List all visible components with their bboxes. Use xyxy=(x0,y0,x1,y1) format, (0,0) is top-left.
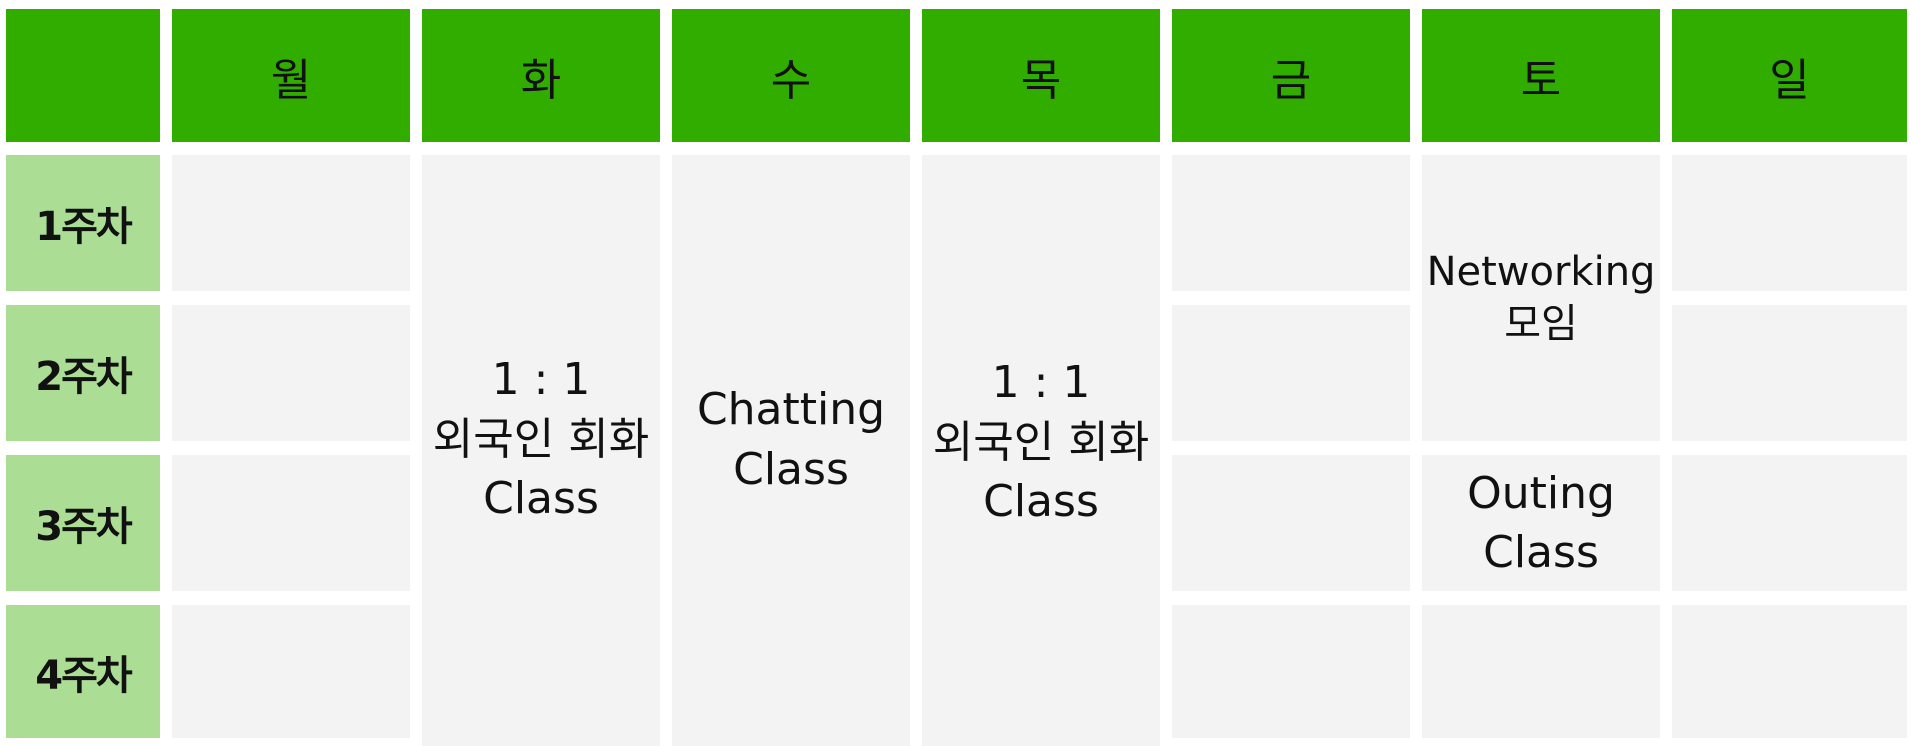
day-header-wed: 수 xyxy=(672,9,910,142)
day-header-sun: 일 xyxy=(1672,9,1907,142)
thu-event-cell: 1 : 1 외국인 회화 Class xyxy=(922,155,1160,746)
tue-event-cell: 1 : 1 외국인 회화 Class xyxy=(422,155,660,746)
sat-event-bottom-line1: Outing xyxy=(1467,467,1615,519)
mon-week4-cell xyxy=(172,605,410,738)
day-header-fri: 금 xyxy=(1172,9,1410,142)
sat-event-top-cell: Networking 모임 xyxy=(1422,155,1660,441)
sat-event-bottom-cell: Outing Class xyxy=(1422,455,1660,591)
sat-event-bottom-line2: Class xyxy=(1483,527,1599,578)
week-label-3: 3주차 xyxy=(6,455,160,591)
day-header-mon: 월 xyxy=(172,9,410,142)
thu-event-line1: 1 : 1 xyxy=(991,357,1091,409)
fri-week3-cell xyxy=(1172,455,1410,591)
sun-week4-cell xyxy=(1672,605,1907,738)
fri-week1-cell xyxy=(1172,155,1410,291)
sat-event-top-line1: Networking xyxy=(1426,249,1656,295)
mon-week1-cell xyxy=(172,155,410,291)
sat-week4-cell xyxy=(1422,605,1660,738)
mon-week2-cell xyxy=(172,305,410,441)
tue-event-line2: 외국인 회화 xyxy=(432,413,650,465)
day-header-tue: 화 xyxy=(422,9,660,142)
thu-event-line3: Class xyxy=(983,476,1099,528)
sun-week1-cell xyxy=(1672,155,1907,291)
wed-event-cell: Chatting Class xyxy=(672,155,910,746)
header-corner xyxy=(6,9,160,142)
day-header-sat: 토 xyxy=(1422,9,1660,142)
week-label-1: 1주차 xyxy=(6,155,160,291)
sun-week2-cell xyxy=(1672,305,1907,441)
day-header-thu: 목 xyxy=(922,9,1160,142)
sat-event-top-line2: 모임 xyxy=(1504,301,1578,347)
week-label-4: 4주차 xyxy=(6,605,160,738)
thu-event-line2: 외국인 회화 xyxy=(932,416,1150,468)
tue-event-line3: Class xyxy=(483,473,599,525)
fri-week4-cell xyxy=(1172,605,1410,738)
wed-event-line1: Chatting xyxy=(696,384,886,436)
week-label-2: 2주차 xyxy=(6,305,160,441)
mon-week3-cell xyxy=(172,455,410,591)
wed-event-line2: Class xyxy=(733,443,849,495)
fri-week2-cell xyxy=(1172,305,1410,441)
tue-event-line1: 1 : 1 xyxy=(491,354,591,406)
sun-week3-cell xyxy=(1672,455,1907,591)
